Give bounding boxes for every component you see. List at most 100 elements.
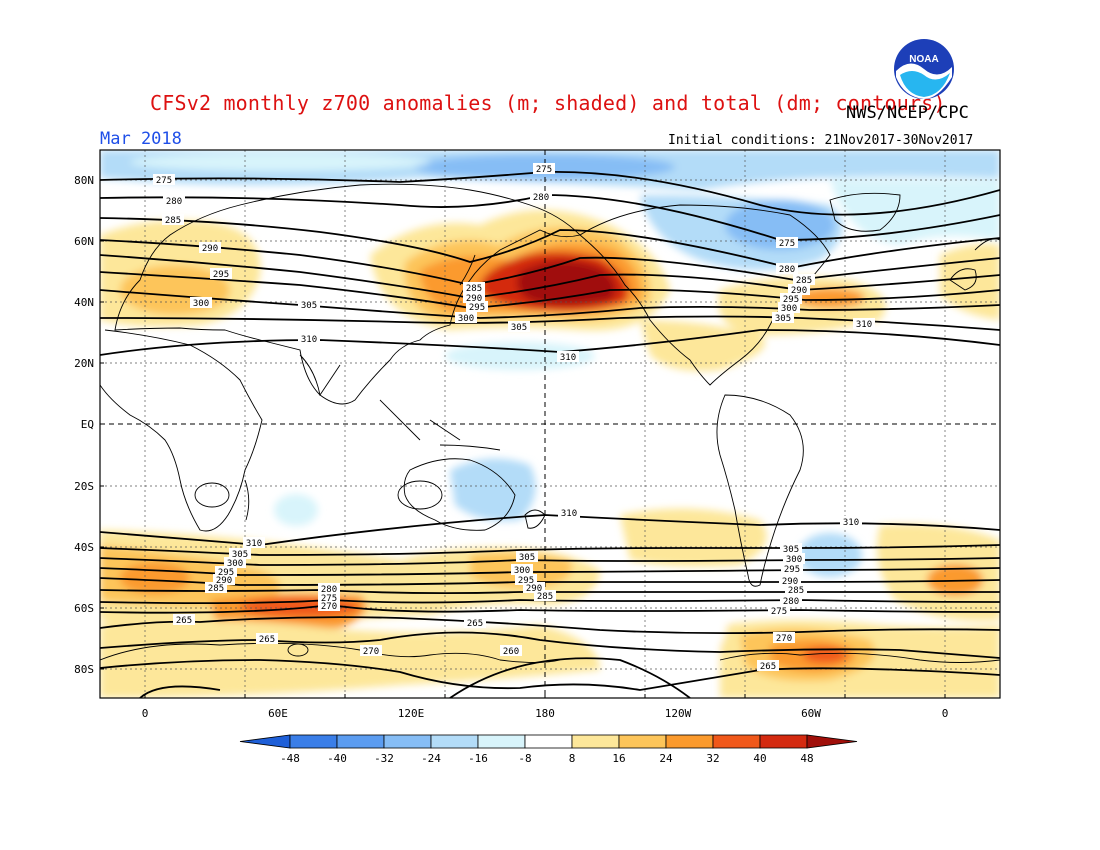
logo-text: NOAA (909, 54, 938, 65)
colorbar-label: -40 (327, 752, 347, 765)
contour-label: 285 (165, 216, 181, 226)
contour-label: 295 (518, 576, 534, 586)
noaa-logo-icon: NOAA (894, 39, 954, 99)
lon-tick-label: 60E (268, 707, 288, 720)
contour-label: 275 (536, 165, 552, 175)
contour-label: 295 (218, 568, 234, 578)
colorbar-label: -32 (374, 752, 394, 765)
colorbar: -48 -40 -32 -24 -16 -8 8 16 24 32 40 48 (239, 734, 858, 765)
contour-label: 265 (176, 616, 192, 626)
colorbar-label: -8 (518, 752, 531, 765)
contour-label: 265 (467, 619, 483, 629)
contour-label: 295 (213, 270, 229, 280)
contour-label: 290 (791, 286, 807, 296)
colorbar-swatch (759, 734, 808, 749)
lat-tick-label: 80N (74, 174, 94, 187)
contour-label: 275 (779, 239, 795, 249)
lat-tick-label: 20S (74, 480, 94, 493)
contour-label: 285 (208, 584, 224, 594)
lon-tick-label: 0 (942, 707, 949, 720)
contour-label: 265 (259, 635, 275, 645)
colorbar-label: -48 (280, 752, 300, 765)
contour-label: 270 (776, 634, 792, 644)
chart-title: CFSv2 monthly z700 anomalies (m; shaded)… (150, 91, 946, 115)
contour-label: 280 (779, 265, 795, 275)
contour-label: 270 (363, 647, 379, 657)
contour-label: 290 (782, 577, 798, 587)
colorbar-swatch (524, 734, 573, 749)
contour-label: 305 (511, 323, 527, 333)
contour-label: 300 (514, 566, 530, 576)
lon-axis: 0 60E 120E 180 120W 60W 0 (142, 707, 949, 720)
contour-label: 280 (321, 585, 337, 595)
contour-label: 300 (193, 299, 209, 309)
contour-label: 260 (503, 647, 519, 657)
colorbar-swatch (383, 734, 432, 749)
contour-label: 280 (783, 597, 799, 607)
contour-label: 285 (466, 284, 482, 294)
colorbar-label: 40 (753, 752, 766, 765)
forecast-period: Mar 2018 (100, 129, 182, 149)
lon-tick-label: 120E (398, 707, 425, 720)
contour-labels: 275 280 275 280 285 290 295 300 305 310 … (153, 163, 875, 672)
contour-label: 295 (784, 565, 800, 575)
contour-label: 270 (321, 602, 337, 612)
lat-axis: 80N 60N 40N 20N EQ 20S 40S 60S 80S (74, 174, 94, 676)
contour-label: 305 (775, 314, 791, 324)
contour-label: 295 (783, 295, 799, 305)
colorbar-swatch (477, 734, 526, 749)
contour-label: 300 (786, 555, 802, 565)
colorbar-swatch (289, 734, 338, 749)
contour-label: 305 (519, 553, 535, 563)
contour-label: 310 (301, 335, 317, 345)
contour-label: 300 (458, 314, 474, 324)
contour-label: 290 (202, 244, 218, 254)
contour-label: 310 (843, 518, 859, 528)
contour-label: 285 (788, 586, 804, 596)
contour-label: 295 (469, 303, 485, 313)
colorbar-label: 8 (569, 752, 576, 765)
map-area: 275 280 275 280 285 290 295 300 305 310 … (100, 150, 1000, 698)
lon-tick-label: 180 (535, 707, 555, 720)
lat-tick-label: EQ (81, 418, 94, 431)
lat-tick-label: 60S (74, 602, 94, 615)
contour-label: 275 (156, 176, 172, 186)
contour-label: 280 (166, 197, 182, 207)
lat-tick-label: 40N (74, 296, 94, 309)
contour-label: 275 (321, 594, 337, 604)
lat-tick-label: 40S (74, 541, 94, 554)
agency-label: NWS/NCEP/CPC (846, 103, 969, 123)
colorbar-label: 32 (706, 752, 719, 765)
colorbar-swatch (336, 734, 385, 749)
contour-label: 275 (771, 607, 787, 617)
colorbar-label: 16 (612, 752, 625, 765)
colorbar-swatch (665, 734, 714, 749)
colorbar-swatch (712, 734, 761, 749)
contour-label: 290 (216, 576, 232, 586)
contour-label: 310 (561, 509, 577, 519)
contour-label: 305 (232, 550, 248, 560)
colorbar-label: -24 (421, 752, 441, 765)
contour-label: 265 (760, 662, 776, 672)
initial-conditions: Initial conditions: 21Nov2017-30Nov2017 (668, 133, 974, 148)
contour-label: 310 (560, 353, 576, 363)
colorbar-label: 48 (800, 752, 813, 765)
colorbar-swatch (618, 734, 667, 749)
lon-tick-label: 0 (142, 707, 149, 720)
lat-tick-label: 60N (74, 235, 94, 248)
contour-label: 285 (796, 276, 812, 286)
colorbar-label: 24 (659, 752, 673, 765)
contour-label: 280 (533, 193, 549, 203)
lon-tick-label: 60W (801, 707, 821, 720)
contour-label: 310 (856, 320, 872, 330)
contour-label: 285 (537, 592, 553, 602)
colorbar-left-arrow (239, 734, 291, 749)
contour-label: 290 (526, 584, 542, 594)
colorbar-label: -16 (468, 752, 488, 765)
contour-label: 310 (246, 539, 262, 549)
colorbar-right-arrow (806, 734, 858, 749)
lat-tick-label: 20N (74, 357, 94, 370)
colorbar-swatch (571, 734, 620, 749)
contour-label: 290 (466, 294, 482, 304)
colorbar-swatch (430, 734, 479, 749)
